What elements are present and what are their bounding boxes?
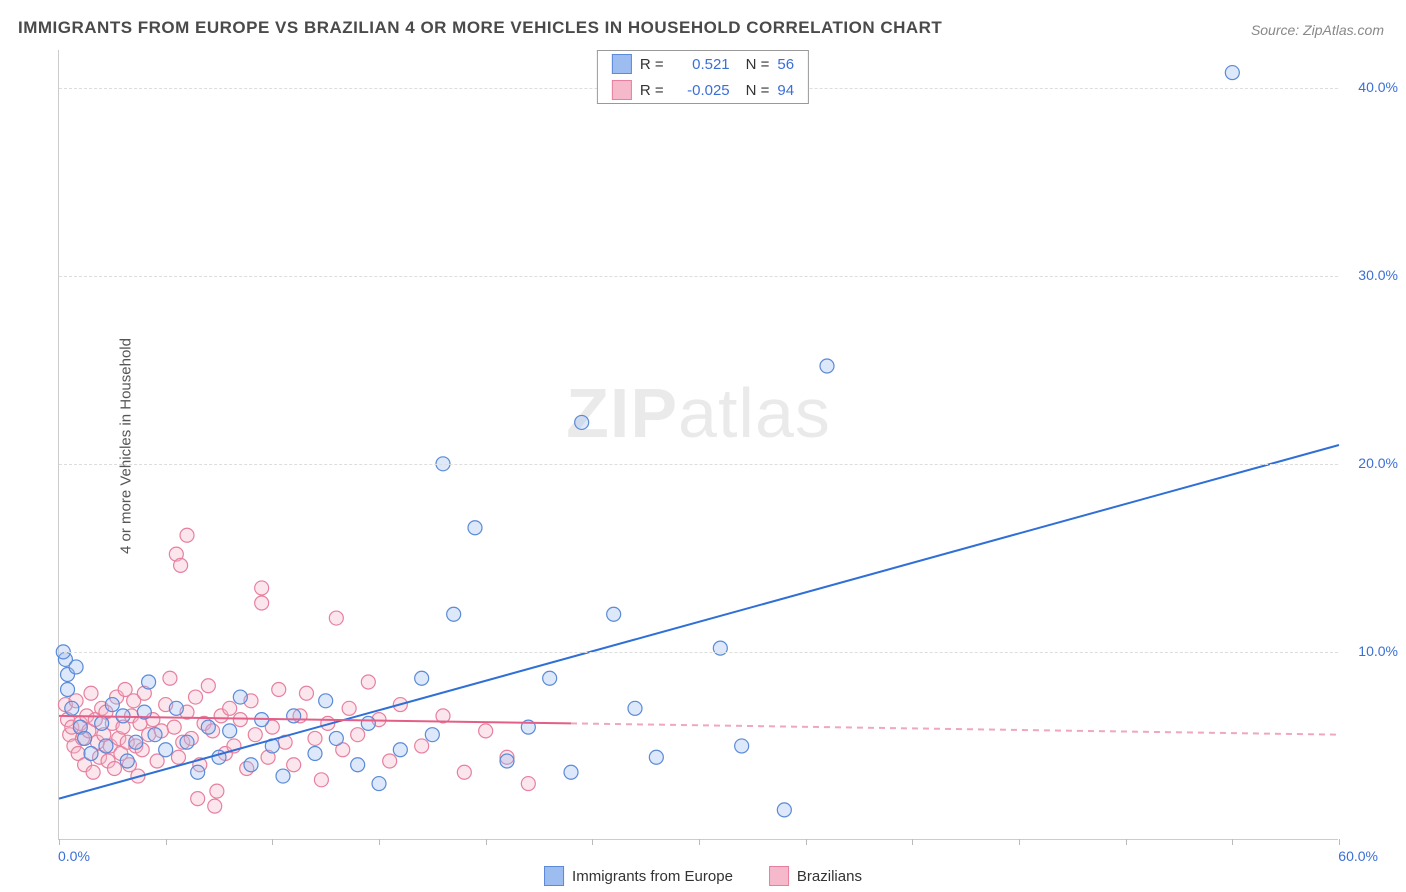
gridline [59, 276, 1338, 277]
legend-label: Immigrants from Europe [572, 868, 733, 885]
x-tick [486, 839, 487, 845]
y-tick-label: 40.0% [1358, 79, 1398, 95]
x-tick [1126, 839, 1127, 845]
x-tick [272, 839, 273, 845]
legend-label: Brazilians [797, 868, 862, 885]
x-tick [699, 839, 700, 845]
gridline [59, 464, 1338, 465]
y-tick-label: 10.0% [1358, 643, 1398, 659]
y-tick-label: 30.0% [1358, 267, 1398, 283]
n-value: 94 [777, 82, 794, 99]
r-value: 0.521 [672, 56, 730, 73]
series-legend: Immigrants from Europe Brazilians [544, 866, 862, 886]
x-tick [1232, 839, 1233, 845]
r-label: R = [640, 82, 664, 99]
x-tick [806, 839, 807, 845]
legend-swatch [544, 866, 564, 886]
n-value: 56 [777, 56, 794, 73]
gridline [59, 652, 1338, 653]
y-tick-label: 20.0% [1358, 455, 1398, 471]
n-label: N = [746, 56, 770, 73]
x-tick [912, 839, 913, 845]
legend-row: R = 0.521 N = 56 [598, 51, 808, 77]
x-axis-max-label: 60.0% [1338, 848, 1378, 864]
correlation-legend: R = 0.521 N = 56 R = -0.025 N = 94 [597, 50, 809, 104]
legend-item: Immigrants from Europe [544, 866, 733, 886]
chart-svg [59, 50, 1338, 839]
x-tick [1339, 839, 1340, 845]
legend-swatch [612, 80, 632, 100]
plot-area: ZIPatlas 10.0%20.0%30.0%40.0% [58, 50, 1338, 840]
chart-title: IMMIGRANTS FROM EUROPE VS BRAZILIAN 4 OR… [18, 18, 942, 38]
legend-swatch [769, 866, 789, 886]
r-value: -0.025 [672, 82, 730, 99]
x-tick [1019, 839, 1020, 845]
legend-swatch [612, 54, 632, 74]
x-tick [379, 839, 380, 845]
legend-item: Brazilians [769, 866, 862, 886]
n-label: N = [746, 82, 770, 99]
x-tick [592, 839, 593, 845]
x-tick [166, 839, 167, 845]
x-tick [59, 839, 60, 845]
r-label: R = [640, 56, 664, 73]
source-attribution: Source: ZipAtlas.com [1251, 22, 1384, 38]
legend-row: R = -0.025 N = 94 [598, 77, 808, 103]
x-axis-min-label: 0.0% [58, 848, 90, 864]
